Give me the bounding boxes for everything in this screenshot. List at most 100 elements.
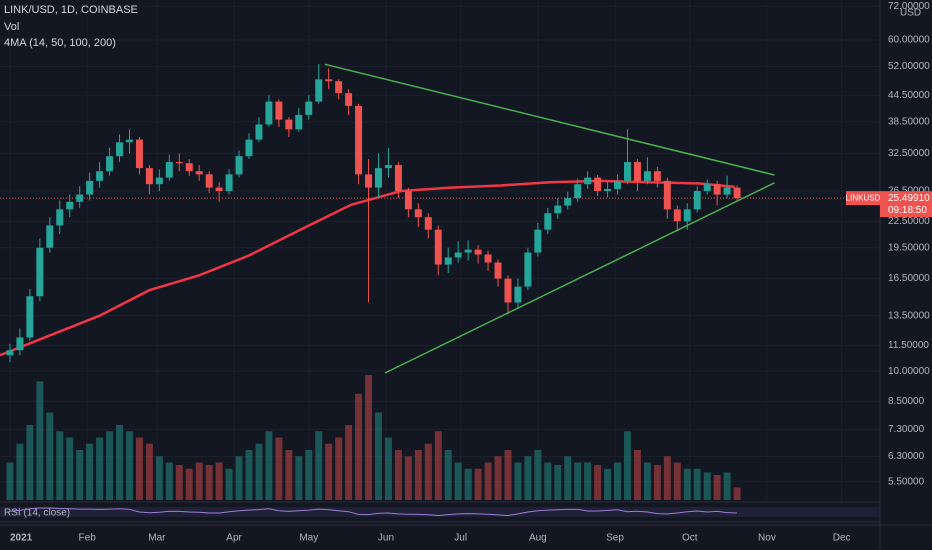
volume-bar: [574, 462, 582, 500]
x-tick-label: Jul: [454, 533, 467, 544]
candle-body: [394, 165, 402, 192]
volume-bar: [693, 468, 701, 500]
candle-body: [544, 213, 552, 230]
volume-bar: [673, 462, 681, 500]
candle-body: [16, 337, 24, 351]
volume-bar: [255, 443, 263, 500]
x-tick-label: Nov: [758, 533, 776, 544]
x-tick-label: 2021: [10, 533, 33, 544]
candle-body: [604, 188, 612, 192]
volume-bar: [653, 465, 661, 500]
symbol-label: LINKUSD: [846, 193, 881, 202]
volume-bar: [404, 456, 412, 500]
candle-body: [96, 171, 104, 181]
candle-body: [594, 177, 602, 192]
candle-body: [155, 177, 163, 185]
volume-bar: [86, 443, 94, 500]
volume-bar: [604, 468, 612, 500]
volume-bar: [245, 450, 253, 500]
candle-body: [444, 257, 452, 265]
volume-bar: [26, 425, 34, 500]
y-tick-label: 52.00000: [888, 61, 930, 72]
candle-body: [713, 184, 721, 195]
volume-bar: [355, 393, 363, 500]
volume-bar: [106, 431, 114, 500]
volume-bar: [564, 456, 572, 500]
y-tick-label: 8.50000: [888, 396, 925, 407]
candle-body: [255, 124, 263, 140]
candle-body: [175, 162, 183, 164]
volume-bar: [365, 375, 373, 500]
candle-body: [574, 184, 582, 199]
candle-body: [86, 180, 94, 195]
candle-body: [235, 156, 243, 175]
candle-body: [76, 194, 84, 202]
volume-bar: [145, 443, 153, 500]
rsi-band: [0, 507, 880, 517]
y-tick-label: 19.50000: [888, 242, 930, 253]
candle-body: [504, 278, 512, 303]
x-tick-label: Mar: [148, 533, 166, 544]
currency-label: USD: [900, 8, 921, 19]
x-tick-label: Apr: [226, 533, 242, 544]
candle-body: [723, 187, 731, 195]
candle-body: [494, 262, 502, 279]
volume-bar: [414, 450, 422, 500]
volume-bar: [534, 450, 542, 500]
last-price-label: 25.49910: [888, 193, 930, 204]
volume-bar: [713, 475, 721, 500]
volume-bar: [424, 443, 432, 500]
volume-bar: [464, 468, 472, 500]
candle-body: [404, 191, 412, 210]
y-tick-label: 10.00000: [888, 366, 930, 377]
candle-body: [185, 163, 193, 172]
candle-body: [454, 252, 462, 258]
candle-body: [195, 171, 203, 175]
x-tick-label: Feb: [79, 533, 97, 544]
candle-body: [564, 198, 572, 206]
candle-body: [245, 139, 253, 157]
candle-body: [145, 168, 153, 185]
candle-body: [315, 79, 323, 102]
volume-bar: [56, 431, 64, 500]
candle-body: [56, 209, 64, 226]
volume-bar: [375, 412, 382, 500]
volume-bar: [723, 472, 731, 500]
rsi-pane: [0, 503, 880, 521]
candle-body: [335, 81, 343, 94]
volume-bar: [76, 450, 84, 500]
volume-bar: [434, 431, 442, 500]
candle-body: [653, 171, 661, 181]
candle-body: [295, 114, 303, 130]
candle-body: [624, 162, 631, 181]
volume-bar: [544, 462, 552, 500]
volume-bar: [185, 468, 193, 500]
candle-body: [663, 180, 671, 210]
volume-bar: [46, 412, 54, 500]
volume-bar: [305, 450, 313, 500]
candle-body: [584, 177, 592, 185]
candle-body: [165, 162, 173, 178]
volume-bar: [733, 487, 741, 500]
candle-body: [384, 165, 392, 169]
indicator-label: 4MA (14, 50, 100, 200): [4, 37, 116, 49]
volume-bar: [484, 462, 492, 500]
volume-bar: [335, 437, 343, 500]
candle-body: [46, 225, 54, 248]
volume-bar: [215, 462, 223, 500]
x-tick-label: May: [299, 533, 318, 544]
candle-body: [643, 171, 651, 181]
volume-bar: [444, 450, 452, 500]
candle-body: [205, 174, 213, 188]
y-tick-label: 44.50000: [888, 90, 930, 101]
volume-bar: [165, 462, 173, 500]
candle-body: [135, 139, 143, 169]
y-tick-label: 60.00000: [888, 35, 930, 46]
volume-bar: [325, 443, 333, 500]
candle-body: [703, 184, 711, 192]
y-tick-label: 13.50000: [888, 310, 930, 321]
y-tick-label: 38.50000: [888, 117, 930, 128]
volume-bar: [265, 431, 273, 500]
